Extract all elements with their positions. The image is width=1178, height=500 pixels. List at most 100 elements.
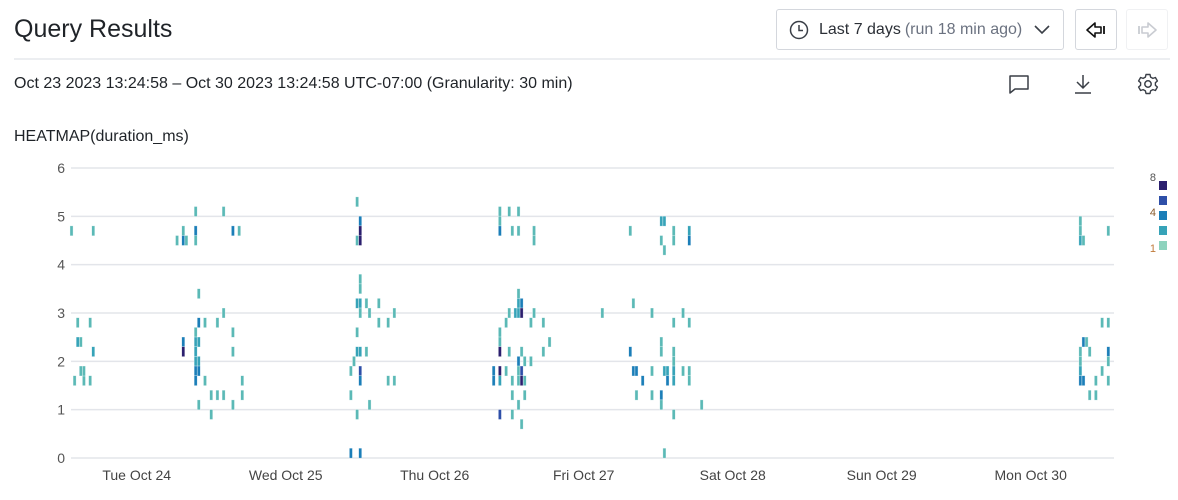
heatmap-cell [600, 307, 605, 319]
heatmap-cell [367, 399, 372, 411]
heatmap-cell [78, 365, 83, 377]
heatmap-cell [687, 375, 692, 386]
heatmap-cell [532, 235, 536, 246]
heatmap-cell [498, 365, 502, 377]
heatmap-cell [522, 356, 527, 367]
heatmap-cell [1084, 336, 1089, 348]
heatmap-cell [352, 356, 356, 367]
header-divider [14, 58, 1170, 60]
heatmap-cell [355, 235, 359, 246]
heatmap-cell [1106, 317, 1111, 328]
download-icon[interactable] [1071, 72, 1095, 96]
time-range-picker[interactable]: Last 7 days (run 18 min ago) [776, 9, 1064, 50]
heatmap-cell [82, 375, 86, 386]
heatmap-cell [358, 273, 363, 285]
gear-icon[interactable] [1136, 72, 1160, 96]
heatmap-cell [659, 215, 664, 227]
heatmap-cell [498, 225, 502, 237]
heatmap-cell [498, 206, 502, 217]
heatmap-cell [184, 235, 189, 246]
heatmap-cell [78, 336, 83, 348]
heatmap-cell [355, 409, 359, 420]
heatmap-cell [650, 389, 654, 401]
heatmap-cell [386, 375, 390, 386]
heatmap-cell [498, 336, 502, 348]
heatmap-cell [367, 307, 372, 319]
heatmap-cell [516, 288, 521, 299]
heatmap-cell [659, 399, 664, 411]
heatmap-cell [681, 365, 685, 377]
heatmap-cell [209, 409, 214, 420]
heatmap-cell [376, 317, 381, 328]
heatmap-cell [504, 317, 508, 328]
heatmap-cell [196, 399, 201, 411]
heatmap-cell [196, 356, 201, 367]
heatmap-cell [349, 389, 353, 401]
heatmap-cell [209, 389, 214, 401]
heatmap-cell [88, 317, 92, 328]
heatmap-cell [1106, 346, 1111, 357]
heatmap-cell [231, 346, 235, 357]
heatmap-cell [687, 225, 692, 237]
heatmap-cell [91, 346, 96, 357]
heatmap-cell [1106, 375, 1111, 386]
heatmap-cell [355, 346, 359, 357]
heatmap-cell [513, 307, 518, 319]
heatmap-cell [634, 365, 639, 377]
y-tick-label: 4 [57, 257, 65, 273]
heatmap-cell [1100, 317, 1104, 328]
chevron-down-icon [1034, 25, 1050, 35]
heatmap-cell [671, 356, 676, 367]
heatmap-cell [1100, 365, 1104, 377]
heatmap-cell [519, 375, 524, 386]
heatmap-cell [193, 225, 198, 237]
heatmap-cell [659, 346, 664, 357]
heatmap-cell [510, 225, 515, 237]
heatmap-cell [671, 346, 676, 357]
chart-title: HEATMAP(duration_ms) [14, 128, 189, 145]
heatmap-cell [193, 375, 198, 386]
page-title: Query Results [14, 15, 173, 43]
heatmap-cell [1094, 389, 1098, 401]
heatmap-cell [196, 365, 201, 377]
heatmap-cell [181, 346, 186, 357]
heatmap-cell [498, 346, 502, 357]
heatmap-cell [193, 346, 198, 357]
heatmap-cell [628, 225, 633, 237]
heatmap-cell [75, 336, 80, 348]
heatmap-cell [671, 365, 676, 377]
heatmap-cell [650, 307, 654, 319]
heatmap-cell [640, 375, 645, 386]
heatmap-cell [358, 298, 363, 309]
legend-swatch [1159, 181, 1167, 190]
heatmap-cell [519, 307, 524, 319]
heatmap-cell [699, 399, 704, 411]
heatmap-cell [240, 389, 245, 401]
heatmap-cell [507, 346, 512, 357]
heatmap-cell [516, 298, 521, 309]
previous-range-button[interactable] [1075, 9, 1117, 50]
heatmap-cell [221, 307, 226, 319]
next-range-button[interactable] [1126, 9, 1168, 50]
x-tick-label: Sat Oct 28 [700, 467, 766, 483]
heatmap-cell [671, 235, 676, 246]
heatmap-cell [516, 365, 521, 377]
heatmap-cell [662, 215, 667, 227]
heatmap-cell [634, 389, 639, 401]
heatmap-cell [1081, 375, 1086, 386]
heatmap-cell [1087, 346, 1092, 357]
heatmap-cell [1094, 375, 1098, 386]
heatmap-cell [687, 365, 692, 377]
y-tick-label: 5 [57, 208, 65, 224]
comment-icon[interactable] [1007, 72, 1031, 96]
heatmap-cell [516, 375, 521, 386]
heatmap-cell [215, 389, 220, 401]
heatmap-cell [392, 375, 397, 386]
heatmap-cell [193, 206, 198, 217]
heatmap-cell [1078, 375, 1083, 386]
heatmap-cell [358, 215, 363, 227]
heatmap-cell [349, 447, 353, 459]
heatmap-cell [196, 288, 201, 299]
heatmap-cell [498, 327, 502, 338]
heatmap-cell [662, 447, 667, 459]
